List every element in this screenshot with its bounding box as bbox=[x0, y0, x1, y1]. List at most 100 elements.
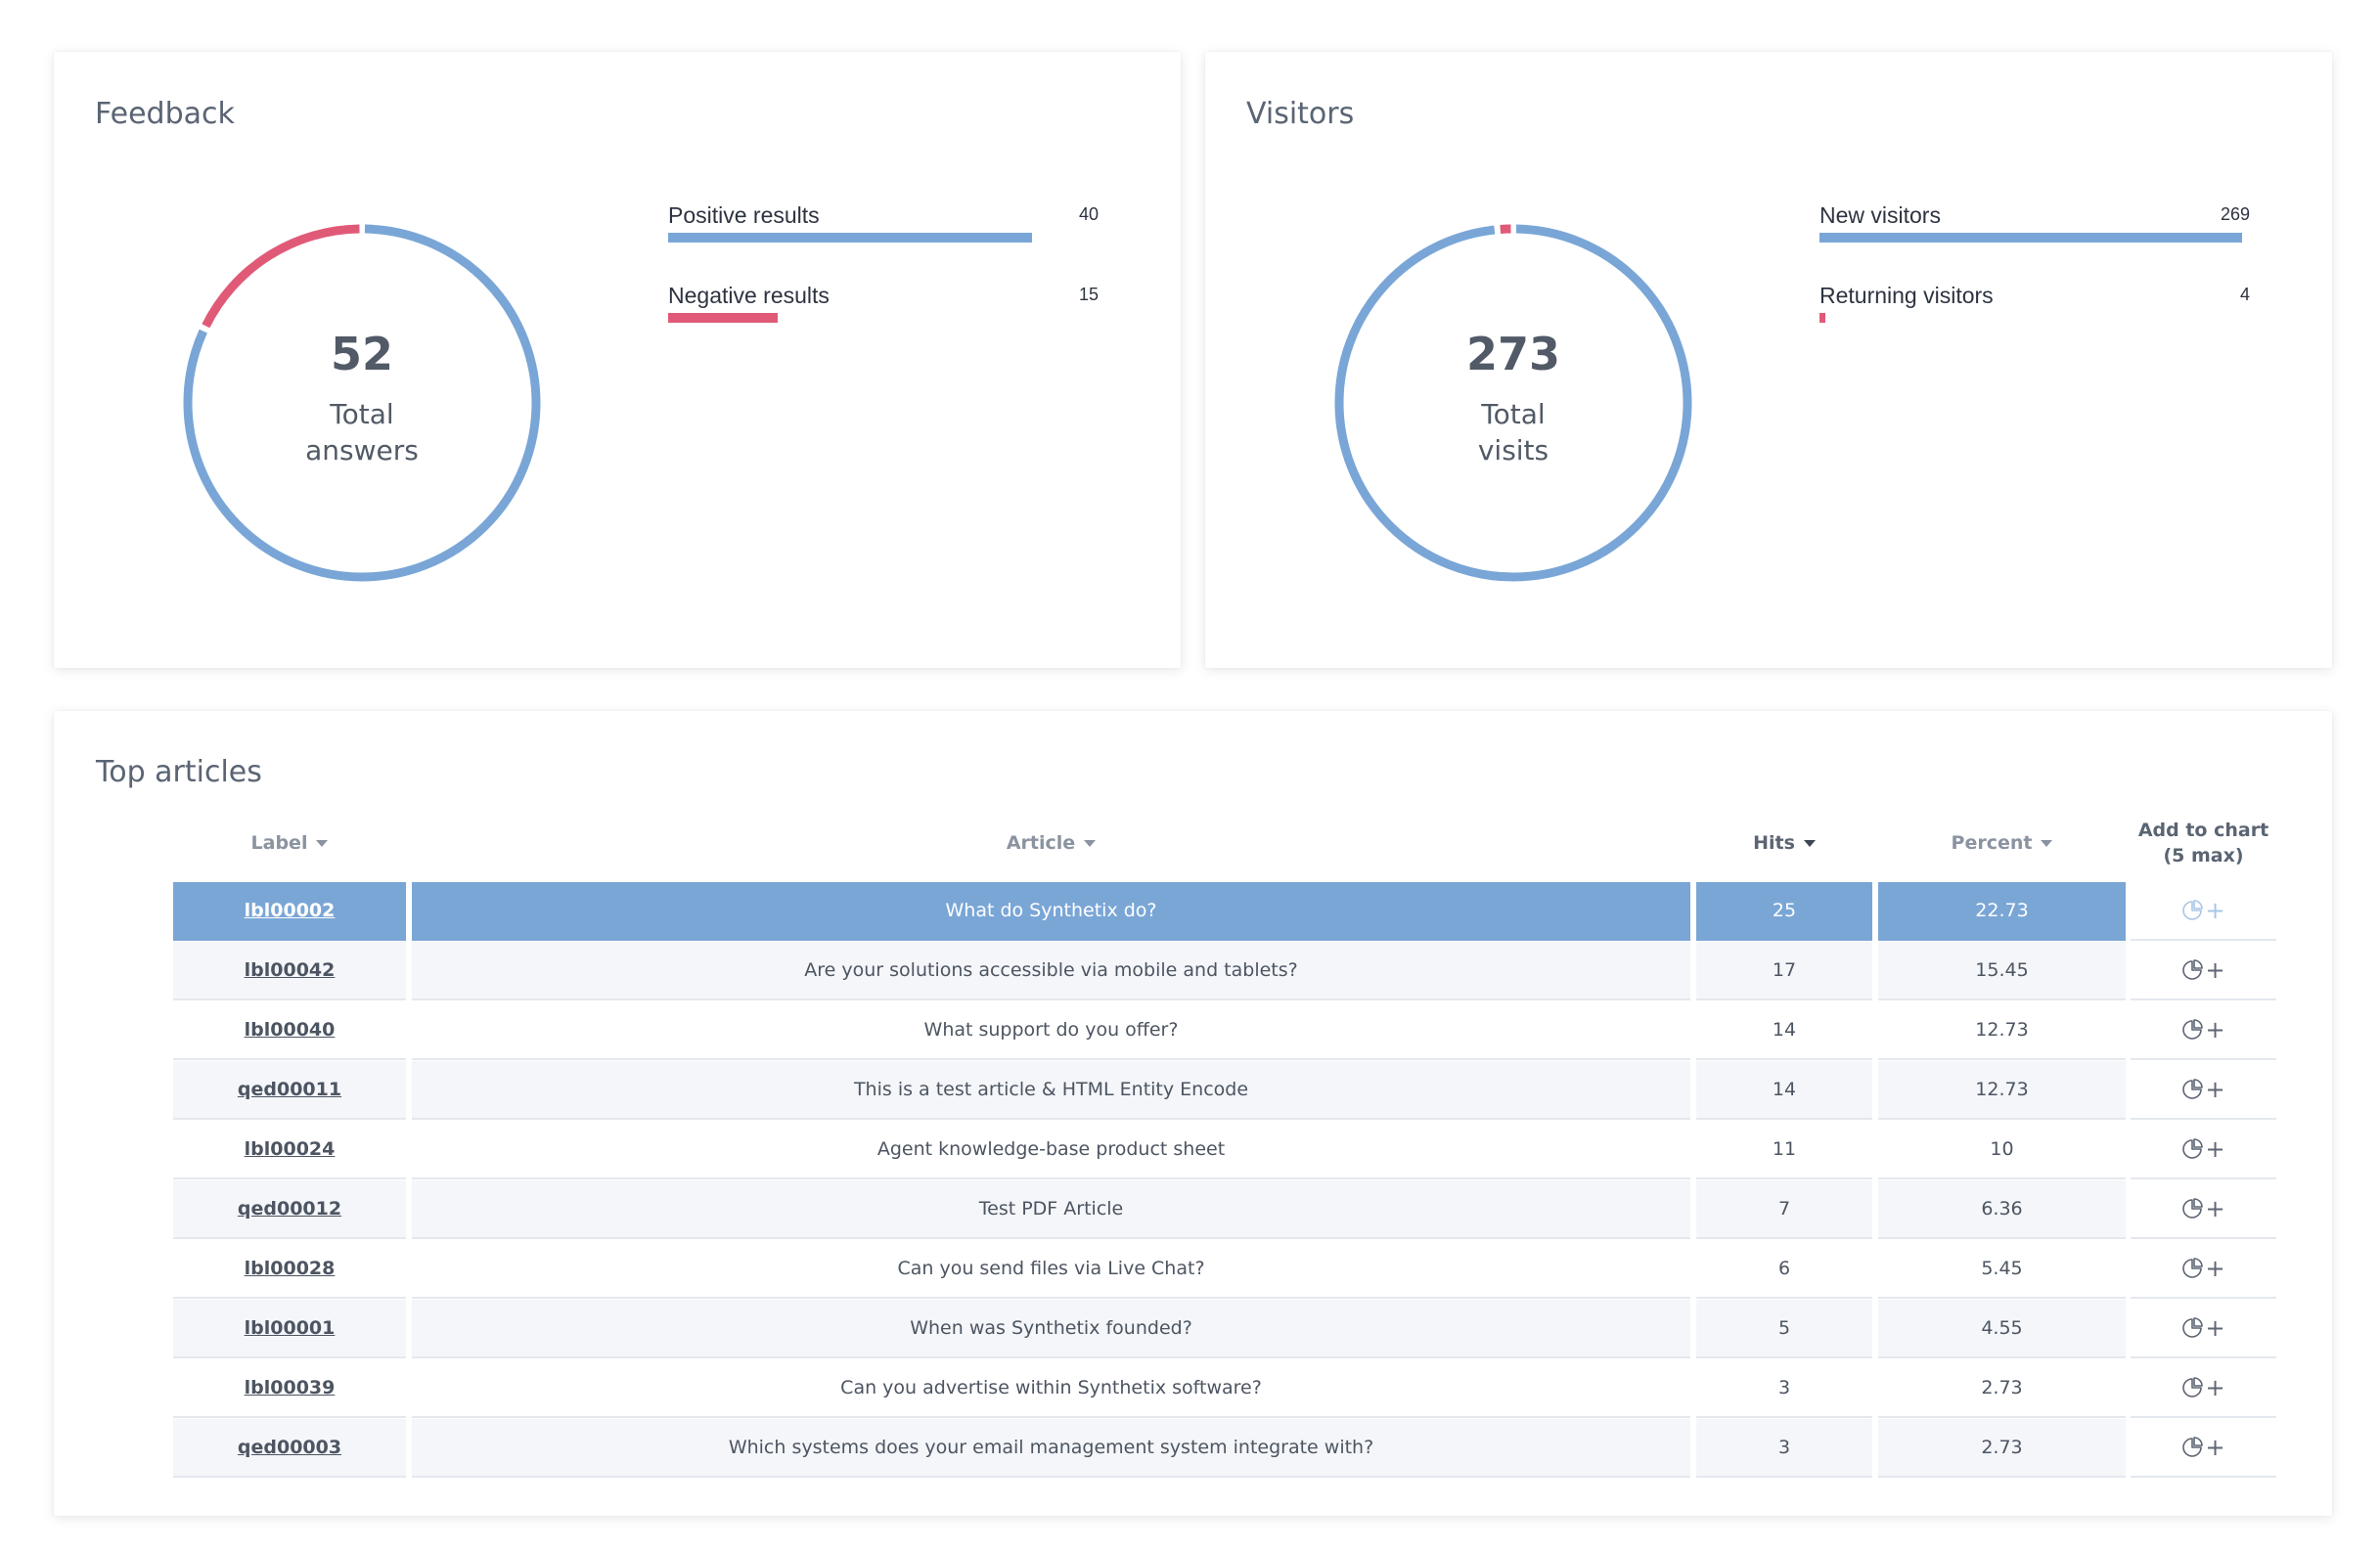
article-label-link[interactable]: qed00012 bbox=[237, 1198, 342, 1220]
cell-add-to-chart: + bbox=[2131, 1180, 2276, 1239]
column-header-add-line2: (5 max) bbox=[2163, 845, 2244, 866]
cell-article: Agent knowledge-base product sheet bbox=[412, 1121, 1690, 1179]
legend-bar-returning-visitors bbox=[1819, 313, 1826, 323]
cell-hits: 3 bbox=[1696, 1359, 1872, 1418]
cell-article: Can you advertise within Synthetix softw… bbox=[412, 1359, 1690, 1418]
legend-label-returning-visitors: Returning visitors bbox=[1819, 283, 1994, 308]
cell-add-to-chart: + bbox=[2131, 1121, 2276, 1179]
feedback-legend: Positive results 40 Negative results 15 bbox=[668, 202, 1099, 363]
cell-add-to-chart: + bbox=[2131, 1300, 2276, 1358]
add-to-chart-button[interactable]: + bbox=[2181, 1135, 2225, 1163]
add-to-chart-button[interactable]: + bbox=[2181, 1018, 2225, 1042]
article-label-link[interactable]: lbl00039 bbox=[244, 1377, 336, 1398]
add-to-chart-button[interactable]: + bbox=[2181, 1316, 2225, 1340]
legend-bar-negative bbox=[668, 313, 778, 323]
feedback-total-label-line2: answers bbox=[305, 434, 419, 466]
plus-icon: + bbox=[2205, 1255, 2225, 1282]
table-row[interactable]: lbl00024 Agent knowledge-base product sh… bbox=[173, 1121, 2276, 1180]
visitors-donut: 273 Total visits bbox=[1332, 222, 1694, 584]
article-label-link[interactable]: lbl00024 bbox=[244, 1138, 336, 1160]
column-header-percent[interactable]: Percent bbox=[1878, 804, 2126, 882]
top-articles-title: Top articles bbox=[96, 755, 262, 789]
table-row[interactable]: lbl00039 Can you advertise within Synthe… bbox=[173, 1359, 2276, 1419]
plus-icon: + bbox=[2205, 1374, 2225, 1401]
visitors-total-label-line1: Total bbox=[1481, 398, 1546, 430]
article-label-link[interactable]: qed00011 bbox=[237, 1079, 342, 1100]
cell-label: lbl00042 bbox=[173, 942, 406, 1000]
cell-label: lbl00028 bbox=[173, 1240, 406, 1299]
legend-bar-track-new-visitors bbox=[1819, 233, 2242, 243]
add-to-chart-button[interactable]: + bbox=[2181, 1374, 2225, 1401]
pie-chart-add-icon bbox=[2182, 1198, 2204, 1219]
feedback-title: Feedback bbox=[95, 97, 235, 131]
cell-label: lbl00002 bbox=[173, 882, 406, 941]
legend-value-negative: 15 bbox=[1078, 285, 1099, 304]
cell-hits: 14 bbox=[1696, 1001, 1872, 1060]
legend-bar-new-visitors bbox=[1819, 233, 2242, 243]
add-to-chart-button[interactable]: + bbox=[2181, 956, 2225, 984]
add-to-chart-button[interactable]: + bbox=[2181, 1197, 2225, 1220]
column-header-label[interactable]: Label bbox=[173, 804, 406, 882]
table-row[interactable]: qed00012 Test PDF Article 7 6.36 + bbox=[173, 1180, 2276, 1240]
cell-label: qed00012 bbox=[173, 1180, 406, 1239]
article-label-link[interactable]: qed00003 bbox=[237, 1437, 342, 1458]
feedback-total: 52 bbox=[330, 328, 393, 380]
table-row[interactable]: lbl00002 What do Synthetix do? 25 22.73 … bbox=[173, 882, 2276, 942]
legend-row-returning-visitors: Returning visitors 4 bbox=[1819, 283, 2250, 363]
add-to-chart-button[interactable]: + bbox=[2181, 897, 2225, 924]
table-row[interactable]: lbl00040 What support do you offer? 14 1… bbox=[173, 1001, 2276, 1061]
add-to-chart-button[interactable]: + bbox=[2181, 1078, 2225, 1101]
column-header-add-line1: Add to chart bbox=[2137, 820, 2269, 841]
cell-add-to-chart: + bbox=[2131, 942, 2276, 1000]
cell-article: Are your solutions accessible via mobile… bbox=[412, 942, 1690, 1000]
feedback-total-label-line1: Total bbox=[330, 398, 394, 430]
cell-percent: 12.73 bbox=[1878, 1061, 2126, 1120]
article-label-link[interactable]: lbl00042 bbox=[244, 959, 336, 981]
legend-bar-track-negative bbox=[668, 313, 1032, 323]
cell-hits: 25 bbox=[1696, 882, 1872, 941]
legend-bar-positive bbox=[668, 233, 1032, 243]
column-header-article[interactable]: Article bbox=[412, 804, 1690, 882]
feedback-total-label: Total answers bbox=[181, 396, 543, 468]
pie-chart-add-icon bbox=[2182, 1019, 2204, 1040]
add-to-chart-button[interactable]: + bbox=[2181, 1255, 2225, 1282]
cell-percent: 5.45 bbox=[1878, 1240, 2126, 1299]
article-label-link[interactable]: lbl00028 bbox=[244, 1258, 336, 1279]
column-header-hits-text: Hits bbox=[1753, 832, 1795, 854]
plus-icon: + bbox=[2205, 897, 2225, 924]
article-label-link[interactable]: lbl00002 bbox=[244, 900, 336, 921]
table-row[interactable]: lbl00001 When was Synthetix founded? 5 4… bbox=[173, 1300, 2276, 1359]
legend-label-negative: Negative results bbox=[668, 283, 830, 308]
sort-caret-icon bbox=[1084, 839, 1097, 847]
table-header: Label Article Hits Percent Add to chart … bbox=[173, 804, 2276, 882]
visitors-donut-new-arc bbox=[1334, 224, 1692, 582]
cell-label: lbl00039 bbox=[173, 1359, 406, 1418]
sort-caret-icon bbox=[2041, 839, 2053, 847]
cell-article: Which systems does your email management… bbox=[412, 1419, 1690, 1478]
feedback-donut: 52 Total answers bbox=[181, 222, 543, 584]
legend-row-new-visitors: New visitors 269 bbox=[1819, 202, 2250, 283]
column-header-hits[interactable]: Hits bbox=[1696, 804, 1872, 882]
visitors-card: Visitors 273 Total visits New visitors 2… bbox=[1205, 52, 2332, 668]
table-row[interactable]: lbl00042 Are your solutions accessible v… bbox=[173, 942, 2276, 1001]
plus-icon: + bbox=[2205, 956, 2225, 984]
legend-row-positive: Positive results 40 bbox=[668, 202, 1099, 283]
column-header-article-text: Article bbox=[1006, 832, 1076, 854]
table-row[interactable]: lbl00028 Can you send files via Live Cha… bbox=[173, 1240, 2276, 1300]
add-to-chart-button[interactable]: + bbox=[2181, 1436, 2225, 1459]
table-row[interactable]: qed00011 This is a test article & HTML E… bbox=[173, 1061, 2276, 1121]
article-label-link[interactable]: lbl00040 bbox=[244, 1019, 336, 1041]
plus-icon: + bbox=[2205, 1135, 2225, 1163]
article-label-link[interactable]: lbl00001 bbox=[244, 1317, 336, 1339]
cell-article: When was Synthetix founded? bbox=[412, 1300, 1690, 1358]
cell-hits: 3 bbox=[1696, 1419, 1872, 1478]
cell-percent: 10 bbox=[1878, 1121, 2126, 1179]
cell-add-to-chart: + bbox=[2131, 882, 2276, 941]
table-row[interactable]: qed00003 Which systems does your email m… bbox=[173, 1419, 2276, 1479]
cell-percent: 6.36 bbox=[1878, 1180, 2126, 1239]
pie-chart-add-icon bbox=[2182, 1377, 2204, 1398]
legend-value-positive: 40 bbox=[1078, 204, 1099, 224]
pie-chart-add-icon bbox=[2182, 1079, 2204, 1099]
cell-article: Can you send files via Live Chat? bbox=[412, 1240, 1690, 1299]
cell-label: qed00011 bbox=[173, 1061, 406, 1120]
